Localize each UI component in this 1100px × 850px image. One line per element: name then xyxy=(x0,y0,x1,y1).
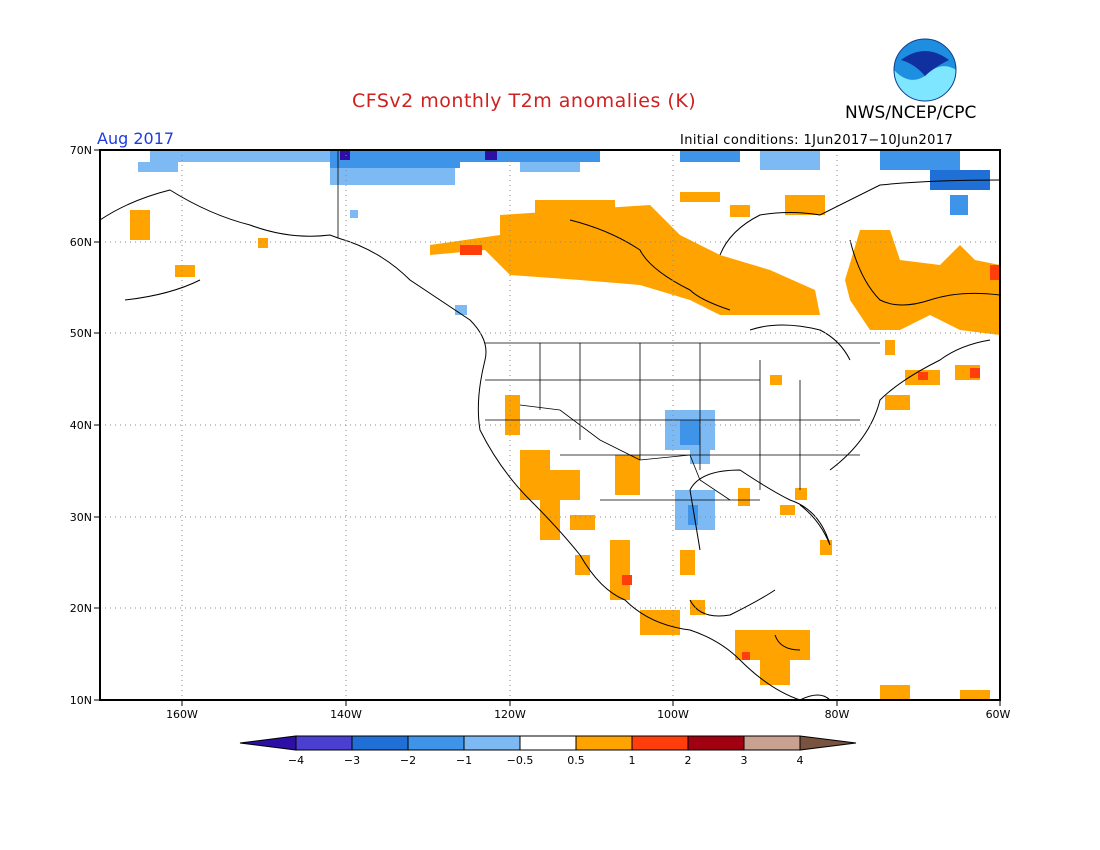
lon-label: 120W xyxy=(494,708,526,721)
noaa-logo xyxy=(893,38,957,102)
graticule xyxy=(100,150,1000,700)
legend-arrow-left xyxy=(239,735,297,751)
lon-label: 160W xyxy=(166,708,198,721)
legend-label: 3 xyxy=(741,754,748,767)
axis-ticks xyxy=(94,149,1001,706)
lat-label: 20N xyxy=(70,602,92,615)
cold-anomaly-region xyxy=(138,150,990,530)
legend-label: 4 xyxy=(797,754,804,767)
legend-swatch xyxy=(743,735,801,751)
warm-anomaly-region xyxy=(130,192,1000,700)
latitude-labels: 70N 60N 50N 40N 30N 20N 10N xyxy=(70,144,92,707)
lon-label: 80W xyxy=(825,708,850,721)
longitude-labels: 160W 140W 120W 100W 80W 60W xyxy=(166,708,1010,721)
initial-conditions: Initial conditions: 1Jun2017−10Jun2017 xyxy=(680,133,954,148)
lat-label: 50N xyxy=(70,327,92,340)
lon-label: 100W xyxy=(657,708,689,721)
lat-label: 30N xyxy=(70,511,92,524)
legend-swatch xyxy=(463,735,521,751)
legend-label: 1 xyxy=(629,754,636,767)
legend-swatch xyxy=(519,735,577,751)
legend-label: −3 xyxy=(344,754,360,767)
legend-swatch xyxy=(351,735,409,751)
chart-title: CFSv2 monthly T2m anomalies (K) xyxy=(352,90,697,112)
legend-label: −4 xyxy=(288,754,304,767)
legend-swatch xyxy=(631,735,689,751)
lat-label: 10N xyxy=(70,694,92,707)
lon-label: 140W xyxy=(330,708,362,721)
legend-swatch xyxy=(575,735,633,751)
legend-swatch xyxy=(687,735,745,751)
legend-swatch xyxy=(295,735,353,751)
lon-label: 60W xyxy=(986,708,1011,721)
lat-label: 60N xyxy=(70,236,92,249)
color-legend: −4 −3 −2 −1 −0.5 0.5 1 2 3 4 xyxy=(239,735,857,767)
coastlines xyxy=(99,179,1001,701)
legend-label: −1 xyxy=(456,754,472,767)
legend-swatch xyxy=(407,735,465,751)
lat-label: 70N xyxy=(70,144,92,157)
lat-label: 40N xyxy=(70,419,92,432)
legend-label: −0.5 xyxy=(507,754,534,767)
legend-label: 0.5 xyxy=(567,754,585,767)
forecast-month: Aug 2017 xyxy=(97,129,175,148)
legend-label: −2 xyxy=(400,754,416,767)
legend-arrow-right xyxy=(799,735,857,751)
legend-label: 2 xyxy=(685,754,692,767)
agency-label: NWS/NCEP/CPC xyxy=(845,103,977,123)
